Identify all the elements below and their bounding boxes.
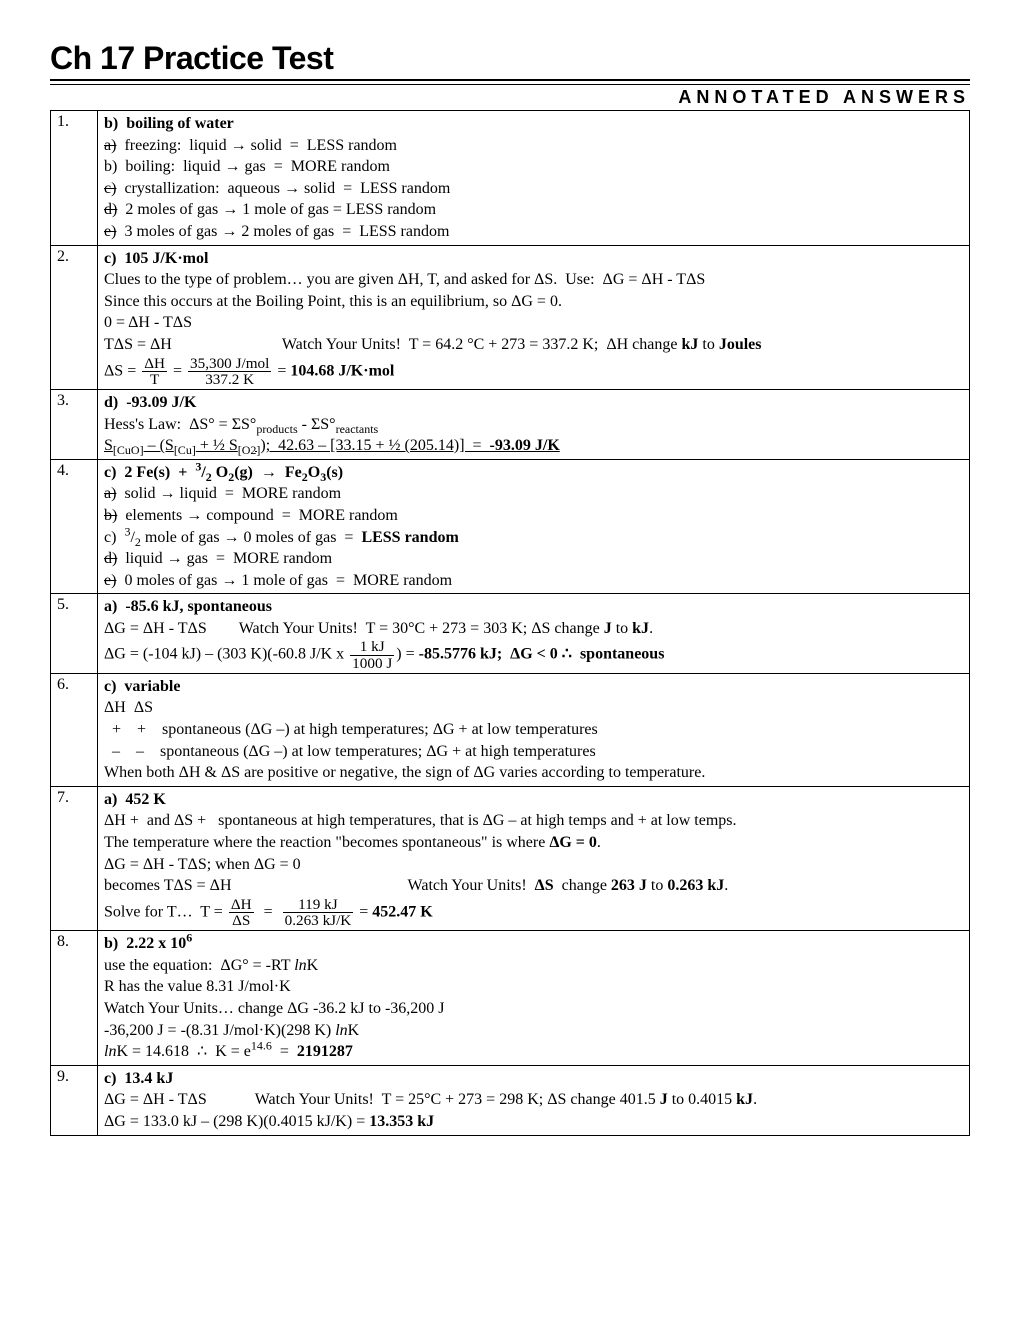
answer-line: ΔG = (-104 kJ) – (303 K)(-60.8 J/K x 1 k…: [104, 639, 963, 670]
answer-line: d) 2 moles of gas → 1 mole of gas = LESS…: [104, 199, 963, 221]
answer-line: The temperature where the reaction "beco…: [104, 832, 963, 854]
answer-line: ΔG = ΔH - TΔS; when ΔG = 0: [104, 854, 963, 876]
answer-line: b) elements → compound = MORE random: [104, 505, 963, 527]
answer-line: b) boiling: liquid → gas = MORE random: [104, 156, 963, 178]
answer-line: Watch Your Units… change ΔG -36.2 kJ to …: [104, 998, 963, 1020]
answer-line: R has the value 8.31 J/mol·K: [104, 976, 963, 998]
answer-header: c) 105 J/K·mol: [104, 248, 963, 270]
answer-row: 9.c) 13.4 kJΔG = ΔH - TΔS Watch Your Uni…: [51, 1065, 970, 1135]
question-number: 1.: [51, 111, 98, 246]
question-number: 5.: [51, 594, 98, 674]
answer-line: c) crystallization: aqueous → solid = LE…: [104, 178, 963, 200]
answer-row: 2.c) 105 J/K·molClues to the type of pro…: [51, 245, 970, 389]
answers-table: 1.b) boiling of watera) freezing: liquid…: [50, 110, 970, 1136]
answer-body: c) 13.4 kJΔG = ΔH - TΔS Watch Your Units…: [98, 1065, 970, 1135]
answer-line: ΔG = ΔH - TΔS Watch Your Units! T = 30°C…: [104, 618, 963, 640]
page-subtitle: ANNOTATED ANSWERS: [50, 87, 970, 108]
answer-header: a) 452 K: [104, 789, 963, 811]
answer-line: becomes TΔS = ΔH Watch Your Units! ΔS ch…: [104, 875, 963, 897]
answer-header: c) variable: [104, 676, 963, 698]
answer-body: c) variableΔH ΔS + + spontaneous (ΔG –) …: [98, 673, 970, 786]
answer-line: ΔG = ΔH - TΔS Watch Your Units! T = 25°C…: [104, 1089, 963, 1111]
answer-line: TΔS = ΔHWatch Your Units! T = 64.2 °C + …: [104, 334, 963, 356]
answer-row: 8.b) 2.22 x 106use the equation: ΔG° = -…: [51, 931, 970, 1066]
answer-line: – – spontaneous (ΔG –) at low temperatur…: [104, 741, 963, 763]
answer-line: use the equation: ΔG° = -RT lnK: [104, 955, 963, 977]
answer-body: c) 105 J/K·molClues to the type of probl…: [98, 245, 970, 389]
page-title: Ch 17 Practice Test: [50, 40, 970, 77]
answer-header: a) -85.6 kJ, spontaneous: [104, 596, 963, 618]
answer-line: S[CuO] – (S[Cu] + ½ S[O2]); 42.63 – [33.…: [104, 435, 963, 457]
answer-line: e) 0 moles of gas → 1 mole of gas = MORE…: [104, 570, 963, 592]
answer-line: a) solid → liquid = MORE random: [104, 483, 963, 505]
answer-body: a) 452 KΔH + and ΔS + spontaneous at hig…: [98, 786, 970, 930]
answer-row: 1.b) boiling of watera) freezing: liquid…: [51, 111, 970, 246]
answer-row: 5.a) -85.6 kJ, spontaneousΔG = ΔH - TΔS …: [51, 594, 970, 674]
answer-line: a) freezing: liquid → solid = LESS rando…: [104, 135, 963, 157]
question-number: 8.: [51, 931, 98, 1066]
answer-body: b) boiling of watera) freezing: liquid →…: [98, 111, 970, 246]
answer-line: c) 3/2 mole of gas → 0 moles of gas = LE…: [104, 527, 963, 549]
question-number: 7.: [51, 786, 98, 930]
answer-row: 7.a) 452 KΔH + and ΔS + spontaneous at h…: [51, 786, 970, 930]
answer-body: d) -93.09 J/KHess's Law: ΔS° = ΣS°produc…: [98, 389, 970, 459]
answer-row: 6.c) variableΔH ΔS + + spontaneous (ΔG –…: [51, 673, 970, 786]
answer-line: Solve for T… T = ΔHΔS = 119 kJ0.263 kJ/K…: [104, 897, 963, 928]
answer-body: a) -85.6 kJ, spontaneousΔG = ΔH - TΔS Wa…: [98, 594, 970, 674]
answer-line: ΔG = 133.0 kJ – (298 K)(0.4015 kJ/K) = 1…: [104, 1111, 963, 1133]
answer-body: b) 2.22 x 106use the equation: ΔG° = -RT…: [98, 931, 970, 1066]
answer-line: ΔS = ΔHT = 35,300 J/mol337.2 K = 104.68 …: [104, 356, 963, 387]
question-number: 9.: [51, 1065, 98, 1135]
question-number: 4.: [51, 459, 98, 594]
answer-row: 4.c) 2 Fe(s) + 3/2 O2(g) → Fe2O3(s)a) so…: [51, 459, 970, 594]
answer-line: + + spontaneous (ΔG –) at high temperatu…: [104, 719, 963, 741]
answer-header: c) 2 Fe(s) + 3/2 O2(g) → Fe2O3(s): [104, 462, 963, 484]
answer-line: e) 3 moles of gas → 2 moles of gas = LES…: [104, 221, 963, 243]
answer-row: 3.d) -93.09 J/KHess's Law: ΔS° = ΣS°prod…: [51, 389, 970, 459]
answer-line: ΔH + and ΔS + spontaneous at high temper…: [104, 810, 963, 832]
answer-header: b) boiling of water: [104, 113, 963, 135]
question-number: 6.: [51, 673, 98, 786]
answer-line: When both ΔH & ΔS are positive or negati…: [104, 762, 963, 784]
answer-line: Hess's Law: ΔS° = ΣS°products - ΣS°react…: [104, 414, 963, 436]
answer-header: b) 2.22 x 106: [104, 933, 963, 955]
question-number: 2.: [51, 245, 98, 389]
answer-line: d) liquid → gas = MORE random: [104, 548, 963, 570]
answer-line: ΔH ΔS: [104, 697, 963, 719]
answer-body: c) 2 Fe(s) + 3/2 O2(g) → Fe2O3(s)a) soli…: [98, 459, 970, 594]
question-number: 3.: [51, 389, 98, 459]
answer-header: c) 13.4 kJ: [104, 1068, 963, 1090]
answer-line: lnK = 14.618 ∴ K = e14.6 = 2191287: [104, 1041, 963, 1063]
answer-header: d) -93.09 J/K: [104, 392, 963, 414]
answer-line: Since this occurs at the Boiling Point, …: [104, 291, 963, 313]
answer-line: 0 = ΔH - TΔS: [104, 312, 963, 334]
title-rule: [50, 79, 970, 85]
answer-line: -36,200 J = -(8.31 J/mol·K)(298 K) lnK: [104, 1020, 963, 1042]
answer-line: Clues to the type of problem… you are gi…: [104, 269, 963, 291]
